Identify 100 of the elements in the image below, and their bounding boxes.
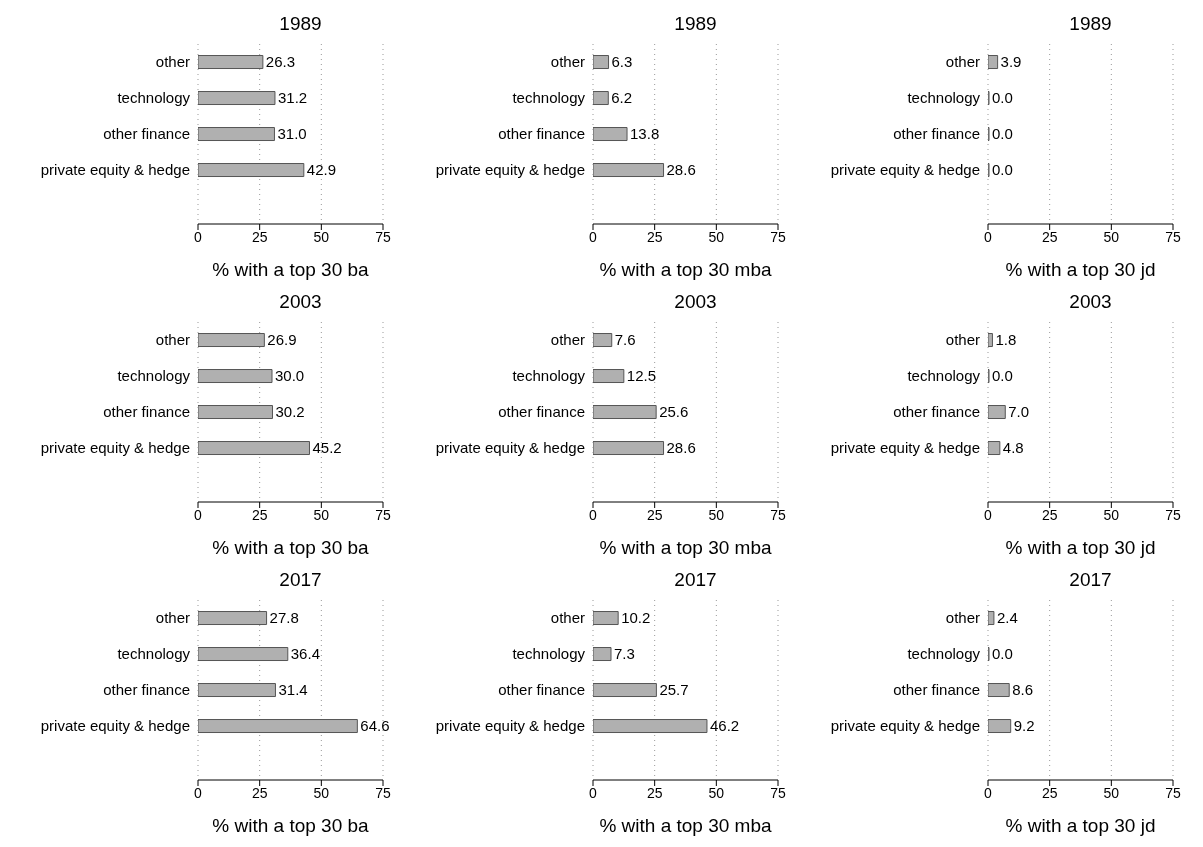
x-tick-label: 25 [1041,784,1058,801]
chart-title: 2017 [673,568,718,592]
y-tick-label: technology [117,645,191,663]
chart-title: 1989 [673,12,718,36]
x-tick-label: 75 [770,506,786,523]
y-tick-label: private equity & hedge [435,439,585,457]
y-tick-label: other finance [498,403,585,421]
x-tick-label: 25 [646,228,663,245]
data-label: 6.2 [611,89,633,107]
bar [198,55,264,70]
y-tick-label: other finance [893,403,980,421]
x-tick-label: 0 [589,228,598,245]
data-label: 7.3 [614,645,635,663]
y-tick-label: other [550,609,585,627]
data-label: 0.0 [992,89,1013,107]
chart-title: 2017 [278,568,323,592]
bar [593,647,612,662]
x-tick-label: 0 [984,228,993,245]
data-label: 8.6 [1012,681,1034,699]
bar [198,405,273,420]
data-label: 36.4 [290,645,320,663]
x-axis-title: % with a top 30 mba [599,259,773,280]
bar [593,441,665,456]
bar [593,55,610,70]
data-label: 25.7 [659,681,689,699]
y-tick-label: other finance [893,681,980,699]
y-tick-label: technology [117,367,191,385]
bar [198,647,289,662]
x-axis-title: % with a top 30 ba [212,259,370,280]
y-tick-label: other [550,53,585,71]
x-axis-title: % with a top 30 jd [1005,537,1156,558]
data-label: 30.0 [275,367,305,385]
data-label: 31.0 [277,125,307,143]
x-tick-label: 0 [589,506,598,523]
data-label: 46.2 [709,717,740,735]
data-label: 13.8 [630,125,660,143]
x-tick-label: 0 [589,784,598,801]
x-tick-label: 75 [375,228,391,245]
bar [593,611,619,626]
bar [593,127,628,142]
bar [593,683,657,698]
data-label: 45.2 [312,439,342,457]
x-tick-label: 50 [708,784,725,801]
x-tick-label: 25 [251,506,268,523]
y-tick-label: technology [907,645,981,663]
x-tick-label: 0 [194,784,203,801]
x-tick-label: 50 [313,228,330,245]
y-tick-label: technology [512,367,586,385]
y-tick-label: other finance [498,125,585,143]
y-tick-label: other [155,331,190,349]
y-tick-label: other [550,331,585,349]
bar [593,369,625,384]
x-axis-title: % with a top 30 ba [212,537,370,558]
bar [198,719,358,734]
bar [593,719,708,734]
data-label: 9.2 [1013,717,1035,735]
y-tick-label: technology [117,89,191,107]
data-label: 42.9 [306,161,337,179]
data-label: 10.2 [621,609,651,627]
data-label: 1.8 [995,331,1017,349]
data-label: 0.0 [992,367,1013,385]
x-tick-label: 0 [194,228,203,245]
x-axis-title: % with a top 30 jd [1005,259,1156,280]
bar [198,163,305,178]
y-tick-label: other [155,53,190,71]
data-label: 31.2 [277,89,308,107]
data-label: 7.6 [614,331,636,349]
data-label: 25.6 [659,403,689,421]
x-tick-label: 25 [251,784,268,801]
x-tick-label: 25 [1041,506,1058,523]
y-tick-label: other [945,609,980,627]
x-tick-label: 0 [194,506,203,523]
data-label: 30.2 [275,403,305,421]
x-tick-label: 25 [646,506,663,523]
x-tick-label: 50 [708,228,725,245]
data-label: 28.6 [666,439,696,457]
data-label: 12.5 [626,367,657,385]
x-tick-label: 0 [984,784,993,801]
bar [593,333,613,348]
x-tick-label: 50 [708,506,725,523]
x-axis-title: % with a top 30 ba [212,815,370,836]
y-tick-label: technology [512,89,586,107]
bar [198,369,273,384]
chart-title: 2017 [1068,568,1113,592]
bar [593,405,657,420]
x-tick-label: 25 [646,784,663,801]
x-tick-label: 75 [375,784,391,801]
y-tick-label: technology [907,367,981,385]
y-tick-label: private equity & hedge [40,161,190,179]
chart-title: 2003 [278,290,323,314]
x-tick-label: 75 [375,506,391,523]
y-tick-label: other finance [893,125,980,143]
bar [198,127,275,142]
chart-title: 2003 [1068,290,1113,314]
y-tick-label: other finance [498,681,585,699]
chart-title: 2003 [673,290,718,314]
data-label: 26.3 [265,53,296,71]
x-tick-label: 50 [313,506,330,523]
data-label: 26.9 [267,331,297,349]
x-axis-title: % with a top 30 mba [599,537,773,558]
